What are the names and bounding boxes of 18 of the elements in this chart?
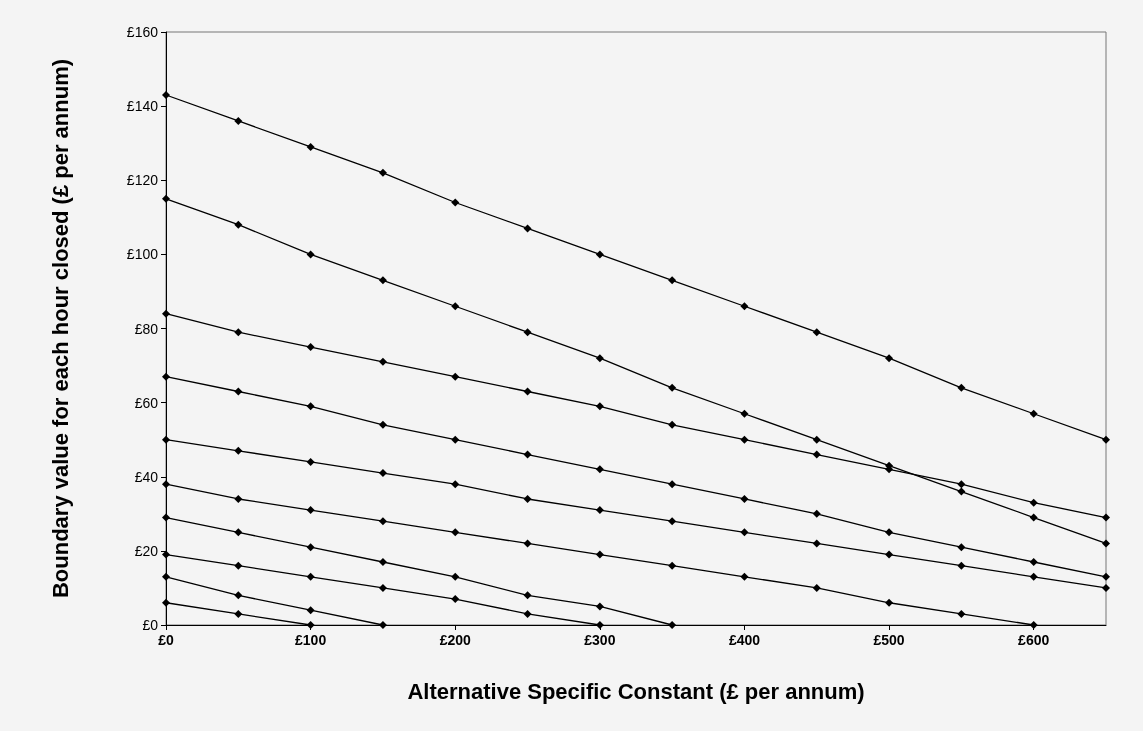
- x-axis-title: Alternative Specific Constant (£ per annum): [407, 678, 865, 704]
- x-tick-label: £0: [158, 632, 174, 648]
- y-tick-label: £60: [134, 394, 159, 411]
- y-tick-label: £80: [134, 320, 159, 337]
- x-tick-label: £200: [439, 632, 472, 648]
- y-axis-title: Boundary value for each hour closed (£ per annum): [47, 58, 73, 599]
- y-tick-label: £140: [126, 98, 159, 115]
- y-tick-label: £20: [134, 542, 159, 559]
- x-tick-label: £600: [1018, 632, 1050, 648]
- y-tick-label: £160: [126, 24, 159, 40]
- x-tick-label: £100: [295, 632, 327, 648]
- x-tick-label: £400: [728, 632, 761, 648]
- y-tick-label: £0: [142, 617, 159, 633]
- x-tick-label: £500: [873, 632, 905, 648]
- y-tick-label: £40: [134, 468, 159, 485]
- y-tick-label: £120: [126, 172, 159, 189]
- x-tick-label: £300: [584, 632, 616, 648]
- y-tick-label: £100: [126, 246, 159, 263]
